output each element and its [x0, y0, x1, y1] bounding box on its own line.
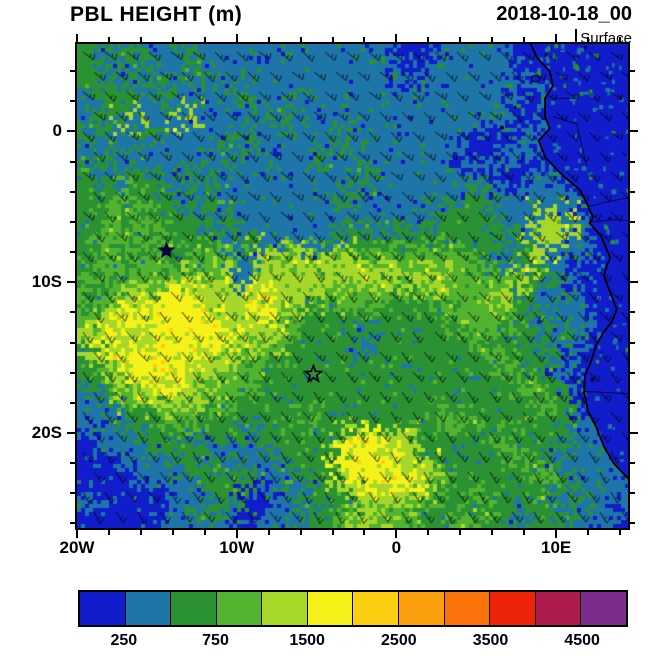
axis-tick	[67, 432, 75, 434]
axis-tick	[630, 220, 635, 223]
axis-tick	[459, 530, 462, 535]
coastline	[529, 44, 628, 480]
axis-tick	[630, 311, 635, 314]
axis-tick	[630, 281, 638, 284]
axis-tick	[523, 530, 526, 535]
axis-tick	[491, 530, 494, 535]
map-overlay-svg	[157, 44, 628, 480]
y-axis-tick-label: 20S	[31, 423, 62, 442]
axis-tick	[630, 160, 635, 163]
axis-tick	[630, 190, 635, 193]
axis-tick	[395, 530, 398, 538]
colorbar-tick-label: 750	[202, 632, 229, 649]
axis-tick	[395, 34, 398, 42]
axis-tick	[235, 34, 238, 42]
colorbar-swatch	[490, 592, 536, 625]
axis-tick	[630, 371, 635, 374]
open-star-marker	[302, 363, 324, 384]
axis-tick	[267, 530, 270, 535]
country-border	[552, 115, 587, 167]
axis-tick	[203, 530, 206, 535]
axis-tick	[139, 530, 142, 535]
axis-tick	[235, 530, 238, 538]
axis-tick	[630, 462, 635, 465]
axis-tick	[67, 130, 75, 133]
colorbar-swatch	[581, 592, 626, 625]
axis-tick	[630, 522, 635, 525]
axis-tick	[630, 341, 635, 344]
y-axis-tick-label: 10S	[31, 272, 62, 292]
colorbar-swatch	[353, 592, 400, 625]
island-principe	[513, 105, 517, 109]
axis-tick	[630, 492, 635, 495]
colorbar-swatch	[125, 592, 172, 625]
pbl-field-canvas	[77, 44, 628, 528]
axis-tick	[67, 281, 75, 284]
map-frame	[75, 42, 630, 530]
island-sao-tome	[499, 125, 504, 130]
axis-tick	[630, 130, 638, 133]
y-axis-tick-label: 0	[52, 121, 62, 141]
axis-tick	[171, 530, 174, 535]
x-axis-tick-label: 10W	[219, 538, 255, 557]
datetime-label: 2018-10-18_00	[496, 3, 632, 25]
axis-tick	[630, 432, 638, 434]
axis-tick	[331, 530, 334, 535]
axis-tick	[107, 530, 110, 535]
axis-tick	[555, 34, 558, 42]
colorbar-swatch	[399, 592, 445, 625]
axis-tick	[76, 34, 78, 42]
axis-tick	[76, 530, 78, 538]
colorbar-swatch	[171, 592, 217, 625]
colorbar-swatch	[307, 592, 354, 625]
x-axis-tick-label: 10E	[541, 538, 572, 557]
axis-tick	[630, 100, 635, 103]
island-bioko	[530, 74, 540, 83]
colorbar-tick-label: 4500	[564, 632, 600, 649]
country-border	[584, 391, 628, 395]
colorbar-swatch	[535, 592, 582, 625]
axis-tick	[630, 70, 635, 73]
plot-title: PBL HEIGHT (m)	[70, 3, 243, 26]
axis-tick	[427, 530, 430, 535]
axis-tick	[630, 251, 635, 254]
colorbar-tick-label: 2500	[381, 632, 417, 649]
axis-tick	[587, 530, 590, 535]
country-border	[587, 197, 628, 208]
colorbar-swatch	[262, 592, 308, 625]
colorbar-tick-label: 3500	[472, 632, 509, 649]
colorbar	[78, 590, 628, 627]
axis-tick	[630, 401, 635, 404]
x-axis-tick-label: 0	[391, 538, 402, 557]
colorbar-tick-label: 1500	[289, 632, 325, 649]
axis-tick	[363, 530, 366, 535]
colorbar-swatch	[80, 592, 126, 625]
colorbar-tick-label: 250	[110, 632, 138, 649]
country-border	[591, 219, 628, 223]
filled-star-marker	[157, 241, 176, 259]
axis-tick	[619, 530, 621, 535]
x-axis-tick-label: 20W	[59, 538, 95, 557]
axis-tick	[555, 530, 558, 538]
colorbar-swatch	[216, 592, 263, 625]
colorbar-swatch	[444, 592, 491, 625]
axis-tick	[299, 530, 302, 535]
